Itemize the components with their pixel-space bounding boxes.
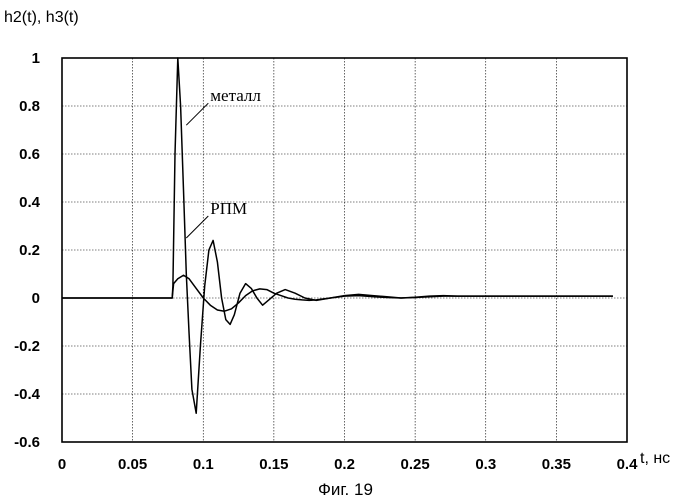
annotations: металл РПМ xyxy=(186,86,261,238)
y-tick-label: 0.4 xyxy=(19,194,41,211)
x-tick-label: 0.15 xyxy=(259,456,288,473)
x-tick-label: 0.2 xyxy=(334,456,355,473)
y-tick-label: 0.6 xyxy=(19,146,40,163)
y-tick-label: -0.4 xyxy=(14,386,41,403)
series-line-1 xyxy=(62,58,613,413)
series-layer xyxy=(62,58,613,413)
y-tick-label: -0.2 xyxy=(14,338,40,355)
x-tick-label: 0.4 xyxy=(617,456,639,473)
x-axis-label: t, нс xyxy=(640,450,670,467)
x-tick-labels: 0 0.05 0.1 0.15 0.2 0.25 0.3 0.35 0.4 xyxy=(58,456,638,473)
x-tick-label: 0.1 xyxy=(193,456,214,473)
x-tick-label: 0 xyxy=(58,456,66,473)
y-tick-label: 0 xyxy=(32,290,40,307)
annotation-leader xyxy=(186,103,208,125)
annotation-leader xyxy=(186,216,208,238)
x-tick-label: 0.35 xyxy=(542,456,571,473)
grid-lines xyxy=(62,58,627,442)
x-tick-label: 0.25 xyxy=(401,456,430,473)
y-tick-label: 0.2 xyxy=(19,242,40,259)
series-line-2 xyxy=(62,275,613,311)
y-axis-label: h2(t), h3(t) xyxy=(4,9,79,26)
x-tick-label: 0.3 xyxy=(475,456,496,473)
y-tick-labels: 1 0.8 0.6 0.4 0.2 0 -0.2 -0.4 -0.6 xyxy=(14,50,41,451)
y-tick-label: 1 xyxy=(32,50,40,67)
y-tick-label: -0.6 xyxy=(14,434,40,451)
y-tick-label: 0.8 xyxy=(19,98,40,115)
annotation-label: РПМ xyxy=(210,199,247,218)
annotation-label: металл xyxy=(210,86,261,105)
x-tick-label: 0.05 xyxy=(118,456,147,473)
figure-caption: Фиг. 19 xyxy=(318,480,373,499)
